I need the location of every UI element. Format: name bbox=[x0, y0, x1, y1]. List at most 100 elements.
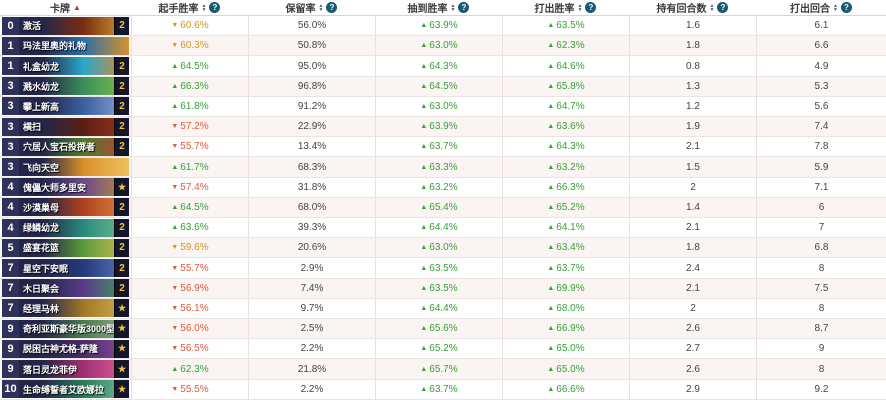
column-header-card[interactable]: 卡牌 ▲ bbox=[0, 0, 131, 15]
card-tile[interactable]: 0 激活 2 bbox=[2, 16, 129, 35]
trend-icon: ▲ bbox=[547, 224, 555, 232]
drawn-winrate-cell: ▲ 64.4% bbox=[375, 218, 502, 238]
trend-icon: ▼ bbox=[171, 304, 179, 312]
card-tile[interactable]: 4 沙漠巢母 2 bbox=[2, 198, 129, 217]
kept-rate-cell: 91.2% bbox=[248, 96, 375, 117]
trend-icon: ▲ bbox=[547, 143, 555, 151]
played-winrate-cell: ▲ 66.3% bbox=[502, 177, 629, 197]
help-icon[interactable]: ? bbox=[458, 2, 470, 13]
column-header-turns-held[interactable]: 持有回合数 ▲ ▼ ? bbox=[629, 0, 756, 15]
help-icon[interactable]: ? bbox=[209, 2, 221, 13]
column-header-played-winrate[interactable]: 打出胜率 ▲ ▼ ? bbox=[502, 0, 629, 15]
mulligan-winrate-cell: ▼ 57.4% bbox=[131, 177, 248, 197]
card-tile[interactable]: 7 木日聚会 2 bbox=[2, 279, 129, 298]
column-header-kept-rate[interactable]: 保留率 ▲ ▼ ? bbox=[248, 0, 375, 15]
card-tile[interactable]: 7 经理马林 ★ bbox=[2, 299, 129, 318]
card-name: 溅水幼龙 bbox=[23, 81, 60, 92]
kept-rate-cell: 22.9% bbox=[248, 117, 375, 137]
mulligan-winrate-cell: ▼ 57.2% bbox=[131, 117, 248, 137]
trend-icon: ▲ bbox=[420, 224, 428, 232]
card-cell: 7 木日聚会 2 bbox=[0, 279, 131, 298]
table-row: 4 傀儡大师多里安 ★ ▼ 57.4% 31.8% ▲ 63.2% ▲ 66.3% 2… bbox=[0, 177, 886, 198]
turns-held-cell: 2.7 bbox=[629, 339, 756, 359]
turns-held-cell: 1.3 bbox=[629, 76, 756, 96]
card-cost: 3 bbox=[2, 77, 19, 96]
help-icon[interactable]: ? bbox=[585, 2, 597, 13]
column-header-turn-played[interactable]: 打出回合 ▲ ▼ ? bbox=[756, 0, 886, 15]
trend-icon: ▲ bbox=[420, 143, 428, 151]
card-cost: 4 bbox=[2, 198, 19, 217]
turns-held-cell: 1.4 bbox=[629, 197, 756, 218]
mulligan-winrate-cell: ▼ 56.9% bbox=[131, 278, 248, 298]
help-icon[interactable]: ? bbox=[840, 2, 852, 13]
played-winrate-cell: ▲ 64.6% bbox=[502, 56, 629, 76]
card-cell: 0 激活 2 bbox=[0, 16, 131, 35]
turns-held-cell: 1.5 bbox=[629, 157, 756, 177]
column-label: 抽到胜率 bbox=[407, 4, 448, 15]
kept-rate-cell: 9.7% bbox=[248, 298, 375, 319]
drawn-winrate-cell: ▲ 63.0% bbox=[375, 96, 502, 117]
sort-icon: ▲ ▼ bbox=[577, 2, 583, 13]
card-tile[interactable]: 3 飞向天空 bbox=[2, 158, 129, 177]
turn-played-cell: 7.5 bbox=[756, 278, 886, 298]
table-row: 9 奇利亚斯豪华版3000型 ★ ▼ 56.0% 2.5% ▲ 65.6% ▲ 66.… bbox=[0, 319, 886, 340]
card-name: 攀上新高 bbox=[23, 101, 60, 112]
card-tile[interactable]: 4 绿鳞幼龙 2 bbox=[2, 218, 129, 237]
drawn-winrate-cell: ▲ 65.7% bbox=[375, 359, 502, 379]
card-tile[interactable]: 1 玛法里奥的礼物 bbox=[2, 36, 129, 55]
card-tile[interactable]: 3 横扫 2 bbox=[2, 117, 129, 136]
drawn-winrate-cell: ▲ 65.6% bbox=[375, 319, 502, 339]
played-winrate-cell: ▲ 65.0% bbox=[502, 339, 629, 359]
card-cost: 3 bbox=[2, 97, 19, 116]
column-label: 保留率 bbox=[285, 4, 316, 15]
kept-rate-cell: 2.2% bbox=[248, 379, 375, 399]
turns-held-cell: 2 bbox=[629, 298, 756, 319]
card-tile[interactable]: 9 落日灵龙菲伊 ★ bbox=[2, 360, 129, 379]
card-tile[interactable]: 3 穴居人宝石投掷者 2 bbox=[2, 137, 129, 156]
table-row: 0 激活 2 ▼ 60.6% 56.0% ▲ 63.9% ▲ 63.5% 1.6 6.… bbox=[0, 16, 886, 37]
card-tile[interactable]: 3 溅水幼龙 2 bbox=[2, 77, 129, 96]
card-cell: 5 盛宴花篮 2 bbox=[0, 238, 131, 257]
help-icon[interactable]: ? bbox=[717, 2, 729, 13]
trend-icon: ▼ bbox=[171, 325, 179, 333]
drawn-winrate-cell: ▲ 65.4% bbox=[375, 197, 502, 218]
card-tile[interactable]: 3 攀上新高 2 bbox=[2, 97, 129, 116]
card-tile[interactable]: 7 星空下安眠 2 bbox=[2, 259, 129, 278]
kept-rate-cell: 68.0% bbox=[248, 197, 375, 218]
card-count-badge: 2 bbox=[114, 57, 129, 75]
card-count-badge: 2 bbox=[114, 117, 129, 136]
card-tile[interactable]: 9 脱困古神尤格-萨隆 ★ bbox=[2, 339, 129, 358]
turns-held-cell: 2 bbox=[629, 177, 756, 197]
card-name: 玛法里奥的礼物 bbox=[23, 41, 87, 52]
kept-rate-cell: 2.9% bbox=[248, 258, 375, 278]
played-winrate-cell: ▲ 66.6% bbox=[502, 379, 629, 399]
trend-icon: ▲ bbox=[171, 203, 179, 211]
help-icon[interactable]: ? bbox=[326, 2, 338, 13]
played-winrate-cell: ▲ 63.6% bbox=[502, 117, 629, 137]
card-name: 激活 bbox=[23, 21, 42, 32]
column-header-drawn-winrate[interactable]: 抽到胜率 ▲ ▼ ? bbox=[375, 0, 502, 15]
column-header-mulligan-winrate[interactable]: 起手胜率 ▲ ▼ ? bbox=[131, 0, 248, 15]
turns-held-cell: 2.6 bbox=[629, 319, 756, 339]
played-winrate-cell: ▲ 65.8% bbox=[502, 76, 629, 96]
sort-icon: ▲ ▼ bbox=[450, 2, 456, 13]
played-winrate-cell: ▲ 64.1% bbox=[502, 218, 629, 238]
turn-played-cell: 8 bbox=[756, 359, 886, 379]
trend-icon: ▲ bbox=[420, 163, 428, 171]
card-tile[interactable]: 9 奇利亚斯豪华版3000型 ★ bbox=[2, 319, 129, 338]
card-cell: 4 沙漠巢母 2 bbox=[0, 198, 131, 217]
card-cost: 7 bbox=[2, 259, 19, 278]
trend-icon: ▼ bbox=[171, 385, 179, 393]
card-tile[interactable]: 1 礼盒幼龙 2 bbox=[2, 57, 129, 75]
turn-played-cell: 6.1 bbox=[756, 16, 886, 36]
card-tile[interactable]: 4 傀儡大师多里安 ★ bbox=[2, 178, 129, 197]
kept-rate-cell: 7.4% bbox=[248, 278, 375, 298]
mulligan-winrate-cell: ▼ 55.5% bbox=[131, 379, 248, 399]
card-tile[interactable]: 5 盛宴花篮 2 bbox=[2, 238, 129, 257]
trend-icon: ▲ bbox=[547, 304, 555, 312]
card-tile[interactable]: 10 生命缚誓者艾欧娜拉 ★ bbox=[2, 380, 129, 399]
played-winrate-cell: ▲ 63.4% bbox=[502, 238, 629, 258]
drawn-winrate-cell: ▲ 63.5% bbox=[375, 258, 502, 278]
kept-rate-cell: 2.5% bbox=[248, 319, 375, 339]
mulligan-winrate-cell: ▲ 63.6% bbox=[131, 218, 248, 238]
